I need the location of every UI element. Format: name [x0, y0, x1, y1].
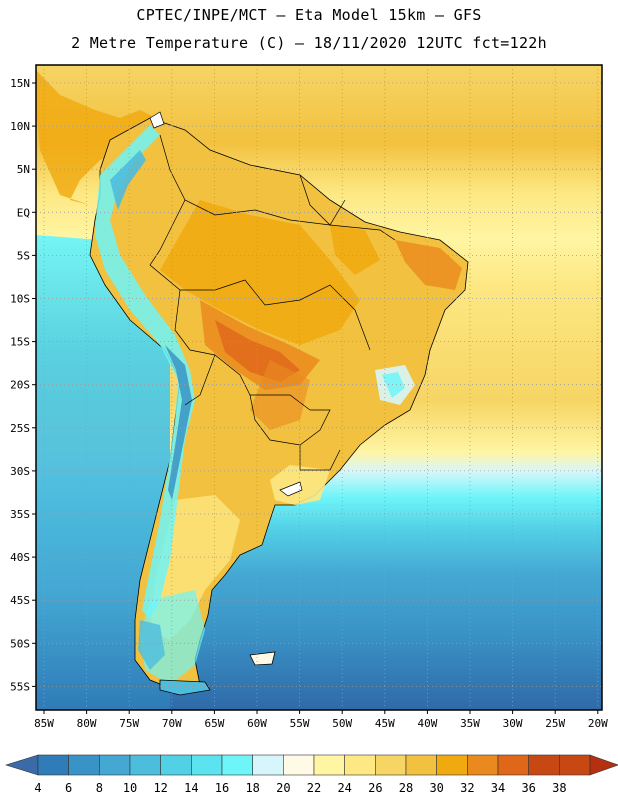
colorbar-tick-label: 10: [123, 781, 137, 795]
colorbar-tick-label: 38: [552, 781, 566, 795]
colorbar-tick-label: 34: [491, 781, 505, 795]
lon-label: 50W: [332, 717, 352, 730]
colorbar-max-triangle: [589, 754, 618, 776]
title-line-2: 2 Metre Temperature (C) – 18/11/2020 12U…: [71, 34, 547, 52]
colorbar-box: [37, 754, 69, 776]
lat-label: 10S: [10, 293, 30, 306]
lon-label: 45W: [375, 717, 395, 730]
colorbar-tick-label: 12: [153, 781, 167, 795]
colorbar-box: [497, 754, 529, 776]
lat-label: 10N: [10, 120, 30, 133]
colorbar-box: [160, 754, 192, 776]
colorbar-tick-label: 28: [399, 781, 413, 795]
lat-label: 55S: [10, 680, 30, 693]
colorbar-box: [68, 754, 100, 776]
colorbar-tick-label: 22: [307, 781, 321, 795]
colorbar-box: [436, 754, 468, 776]
colorbar-box: [467, 754, 499, 776]
colorbar-box: [191, 754, 223, 776]
colorbar-tick-label: 18: [245, 781, 259, 795]
lat-label: 45S: [10, 594, 30, 607]
lat-label: 15S: [10, 336, 30, 349]
colorbar-box: [221, 754, 253, 776]
colorbar-box: [313, 754, 345, 776]
colorbar-box: [528, 754, 560, 776]
colorbar-box: [129, 754, 161, 776]
lon-label: 60W: [247, 717, 267, 730]
colorbar-tick-label: 14: [184, 781, 198, 795]
lon-label: 85W: [34, 717, 54, 730]
map-frame: [35, 64, 603, 711]
lat-label: 35S: [10, 508, 30, 521]
colorbar-tick-label: 26: [368, 781, 382, 795]
lon-label: 30W: [503, 717, 523, 730]
colorbar-min-triangle: [4, 754, 39, 776]
map-axes: 15N 10N 5N EQ 5S 10S 15S 20S 25S 30S 35S 40S 45S 50S 5…: [10, 77, 608, 730]
map-field: [36, 65, 602, 710]
colorbar-tick-label: 8: [96, 781, 103, 795]
lat-label: EQ: [17, 206, 30, 219]
lat-label: 20S: [10, 379, 30, 392]
title-line-1: CPTEC/INPE/MCT – Eta Model 15km – GFS: [136, 6, 482, 24]
colorbar-tick-label: 36: [521, 781, 535, 795]
colorbar-box: [283, 754, 315, 776]
colorbar-tick-label: 16: [215, 781, 229, 795]
lat-label: 15N: [10, 77, 30, 90]
colorbar-box: [99, 754, 131, 776]
lat-label: 50S: [10, 637, 30, 650]
lon-label: 65W: [204, 717, 224, 730]
lon-label: 80W: [77, 717, 97, 730]
colorbar-tick-label: 24: [337, 781, 351, 795]
colorbar-box: [344, 754, 376, 776]
colorbar: 4 6 8 10 12 14 16 18 20 22 24 26 28 30 32 34 36 38: [4, 754, 618, 795]
lon-label: 35W: [460, 717, 480, 730]
lon-label: 70W: [162, 717, 182, 730]
lat-label: 25S: [10, 422, 30, 435]
colorbar-tick-label: 30: [429, 781, 443, 795]
colorbar-tick-label: 6: [65, 781, 72, 795]
lat-label: 30S: [10, 465, 30, 478]
colorbar-tick-label: 4: [34, 781, 41, 795]
colorbar-tick-label: 20: [276, 781, 290, 795]
lon-label: 20W: [588, 717, 608, 730]
lon-label: 40W: [417, 717, 437, 730]
lon-label: 25W: [545, 717, 565, 730]
lat-label: 5S: [17, 249, 30, 262]
colorbar-box: [252, 754, 284, 776]
country-borders: [149, 134, 396, 471]
colorbar-box: [375, 754, 407, 776]
colorbar-box: [559, 754, 591, 776]
lat-label: 5N: [17, 163, 30, 176]
lon-label: 55W: [290, 717, 310, 730]
lon-label: 75W: [119, 717, 139, 730]
colorbar-box: [405, 754, 437, 776]
lat-label: 40S: [10, 551, 30, 564]
colorbar-tick-label: 32: [460, 781, 474, 795]
